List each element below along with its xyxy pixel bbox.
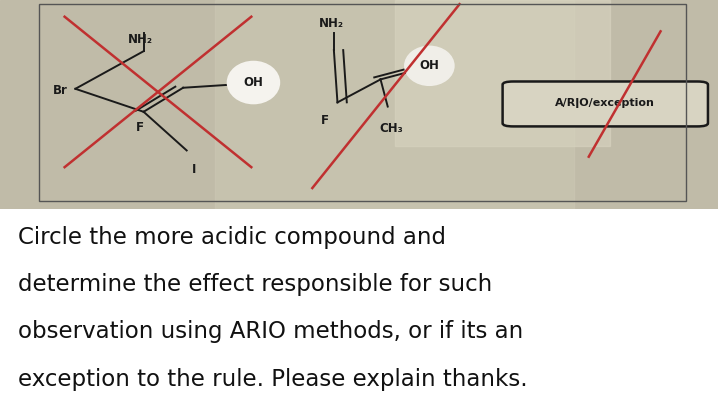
Text: I: I [192, 163, 196, 176]
Text: observation using ARIO methods, or if its an: observation using ARIO methods, or if it… [18, 320, 523, 343]
Text: OH: OH [243, 76, 264, 89]
Text: Circle the more acidic compound and: Circle the more acidic compound and [18, 226, 446, 249]
Text: Br: Br [53, 84, 68, 98]
Ellipse shape [228, 62, 279, 103]
Text: F: F [136, 121, 144, 134]
Text: exception to the rule. Please explain thanks.: exception to the rule. Please explain th… [18, 368, 528, 390]
Text: A/RǀO/exception: A/RǀO/exception [555, 98, 656, 108]
Text: NH₂: NH₂ [128, 33, 152, 46]
FancyBboxPatch shape [503, 82, 708, 127]
Text: OH: OH [419, 59, 439, 72]
Bar [395, 0, 610, 146]
Text: determine the effect responsible for such: determine the effect responsible for suc… [18, 273, 493, 296]
Bar [215, 0, 574, 209]
Ellipse shape [405, 47, 454, 85]
Text: F: F [320, 114, 329, 127]
Text: CH₃: CH₃ [379, 122, 404, 135]
Text: NH₂: NH₂ [319, 17, 343, 30]
